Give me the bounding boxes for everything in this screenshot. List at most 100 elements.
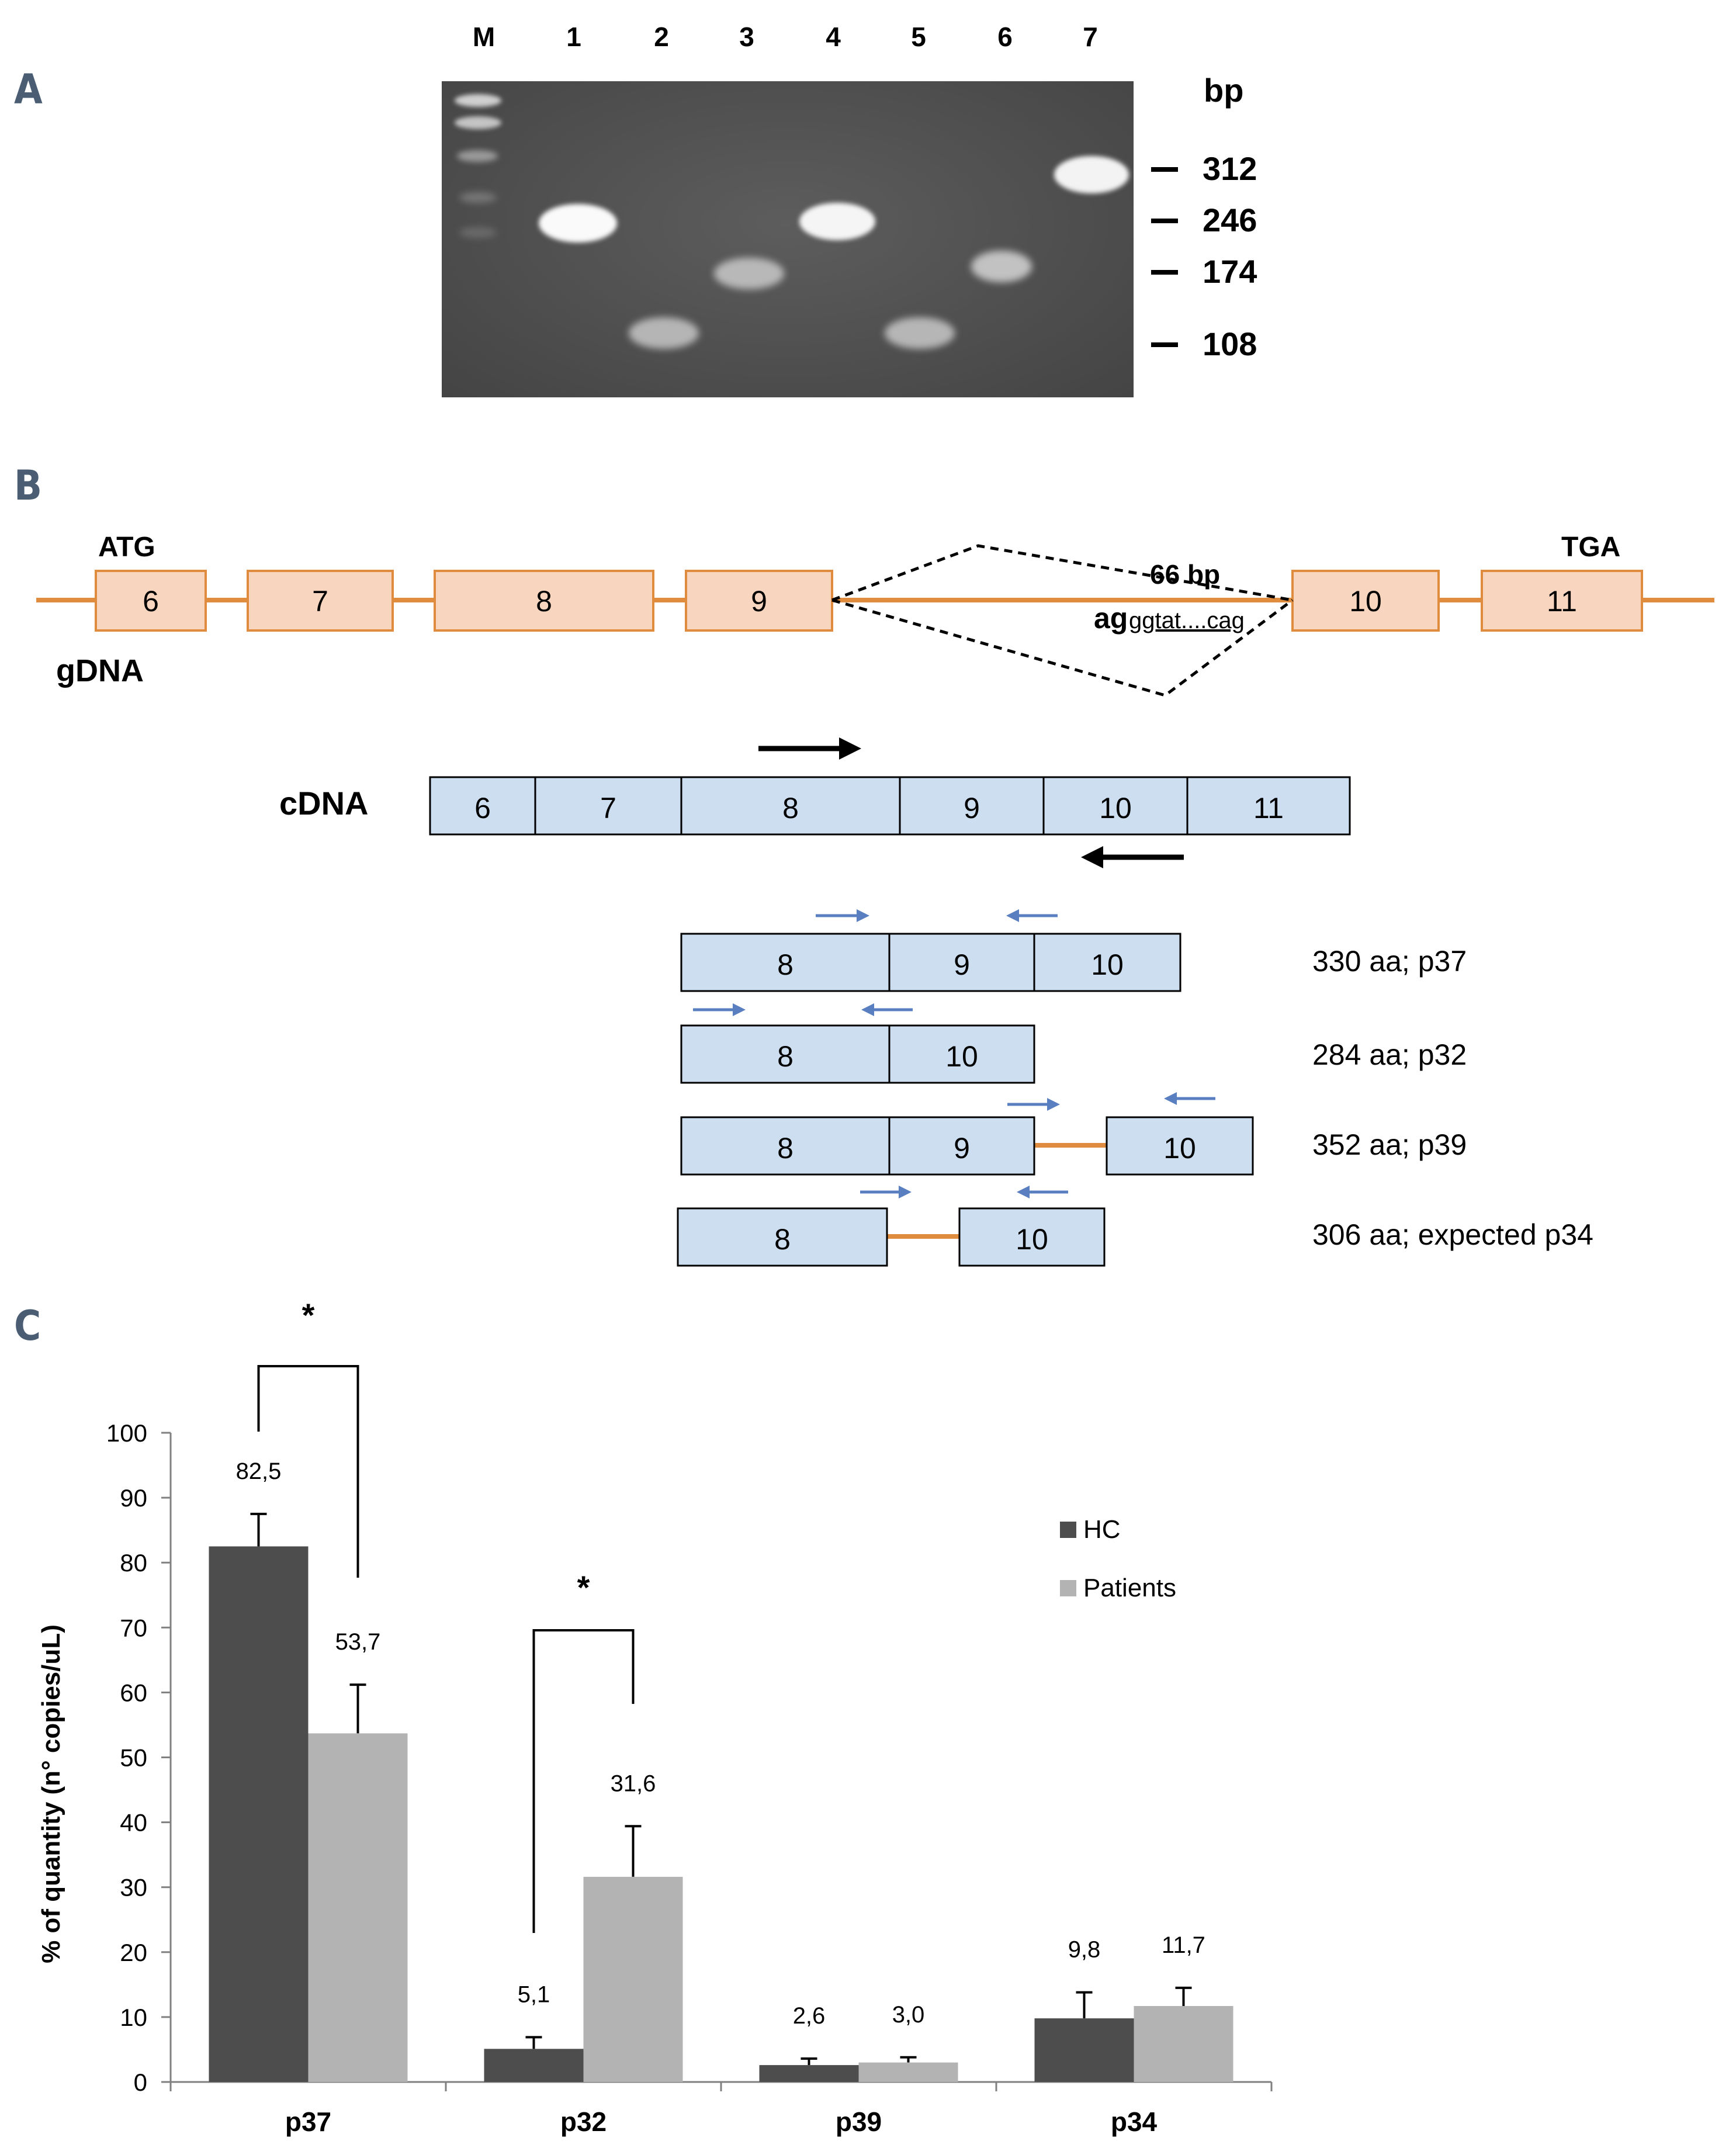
y-tick-label: 40 xyxy=(120,1809,147,1837)
gdna-exon-8: 8 xyxy=(434,570,654,632)
y-tick-label: 50 xyxy=(120,1744,147,1772)
legend-swatch-hc xyxy=(1060,1522,1076,1538)
splice-site-sequence: ggtat....cag xyxy=(1129,608,1245,633)
bar-patients-p37 xyxy=(308,1733,408,2082)
legend-label-patients: Patients xyxy=(1083,1574,1176,1602)
exon-box xyxy=(888,933,1035,992)
cdna-exon-7-label: 7 xyxy=(600,792,616,824)
gene-diagram: ATG TGA gDNA 6 7 8 9 10 11 66 bp ag ggta… xyxy=(36,532,1714,1267)
gel-band-lane-7 xyxy=(1054,156,1129,193)
bar-hc-p39 xyxy=(759,2065,859,2082)
x-tick-label: p39 xyxy=(836,2107,882,2137)
bp-label-312: 312 xyxy=(1203,150,1257,187)
gel-image xyxy=(442,81,1134,397)
exon-box xyxy=(1033,933,1181,992)
gdna-exon-9: 9 xyxy=(685,570,833,632)
cdna-exon-11-label: 11 xyxy=(1253,792,1284,824)
data-label: 5,1 xyxy=(518,1981,550,2007)
gdna-exon-6: 6 xyxy=(95,570,207,632)
exon-label: 9 xyxy=(954,1132,970,1165)
y-tick-label: 60 xyxy=(120,1679,147,1706)
significance-star: * xyxy=(577,1569,590,1606)
isoform-p39: 8 9 10 352 aa; p39 xyxy=(680,1092,1467,1176)
gdna-exon-6-label: 6 xyxy=(143,585,159,618)
isoform-label: 284 aa; p32 xyxy=(1312,1038,1467,1071)
exon-label: 8 xyxy=(777,1132,793,1165)
data-label: 82,5 xyxy=(236,1458,282,1484)
bp-tick-246 xyxy=(1151,219,1178,223)
gel-band-lane-2 xyxy=(629,317,699,349)
cdna-exon-8-box xyxy=(680,776,901,836)
significance-bracket xyxy=(257,1365,359,1578)
ladder-band xyxy=(459,192,497,203)
lane-label-6: 6 xyxy=(997,22,1013,52)
isoform-label: 306 aa; expected p34 xyxy=(1312,1218,1593,1251)
intron-size-label: 66 bp xyxy=(1150,559,1220,590)
gdna-exon-7-label: 7 xyxy=(312,585,328,618)
bar-chart: % of quantity (n° copies/uL) 0 10 20 30 40 50… xyxy=(37,1303,1273,2137)
x-tick-label: p32 xyxy=(560,2107,607,2137)
bp-label-174: 174 xyxy=(1203,253,1257,290)
cdna-label: cDNA xyxy=(279,785,368,822)
gel-band-lane-4 xyxy=(799,203,875,240)
exon-box xyxy=(888,1116,1035,1176)
isoform-p32: 8 10 284 aa; p32 xyxy=(680,1003,1467,1084)
bp-label-246: 246 xyxy=(1203,202,1257,238)
data-label: 11,7 xyxy=(1162,1932,1205,1958)
y-tick-label: 20 xyxy=(120,1939,147,1966)
bar-patients-p39 xyxy=(858,2062,958,2082)
data-label: 2,6 xyxy=(793,2003,826,2029)
lane-label-5: 5 xyxy=(911,22,926,52)
splice-dashed-lower xyxy=(831,598,1294,697)
atg-label: ATG xyxy=(98,532,155,563)
primer-arrowhead xyxy=(899,1186,912,1198)
x-tick-label: p34 xyxy=(1111,2107,1158,2137)
bar-hc-p37 xyxy=(209,1546,309,2082)
x-tick-label: p37 xyxy=(285,2107,331,2137)
exon-box xyxy=(680,933,890,992)
bp-tick-312 xyxy=(1151,167,1178,172)
lane-label-7: 7 xyxy=(1083,22,1098,52)
lane-label-3: 3 xyxy=(739,22,754,52)
exon-label: 10 xyxy=(1091,948,1124,981)
gdna-exon-7: 7 xyxy=(247,570,394,632)
primer-arrowhead xyxy=(1006,909,1019,922)
y-tick-label: 80 xyxy=(120,1549,147,1577)
splice-dashed-upper xyxy=(831,544,1293,602)
cdna-exon-11-box xyxy=(1186,776,1351,836)
bar-patients-p34 xyxy=(1134,2006,1233,2082)
data-label: 31,6 xyxy=(611,1771,656,1796)
exon-label: 8 xyxy=(777,1040,793,1073)
isoform-p37: 8 9 10 330 aa; p37 xyxy=(680,909,1467,992)
cdna-exon-6-label: 6 xyxy=(474,792,491,824)
gdna-exon-10: 10 xyxy=(1291,570,1440,632)
gel-band-lane-3 xyxy=(714,258,784,289)
lane-label-2: 2 xyxy=(654,22,669,52)
gdna-exon-11-label: 11 xyxy=(1547,585,1577,618)
ladder-band xyxy=(455,94,501,107)
y-tick-label: 100 xyxy=(106,1419,147,1447)
reverse-primer-arrowhead xyxy=(1081,846,1103,868)
data-label: 53,7 xyxy=(335,1629,381,1655)
exon-box xyxy=(888,1024,1035,1084)
y-tick-label: 10 xyxy=(120,2004,147,2031)
lane-label-4: 4 xyxy=(826,22,841,52)
gel-band-lane-6 xyxy=(971,251,1032,282)
bp-tick-174 xyxy=(1151,270,1178,275)
primer-arrowhead xyxy=(1164,1092,1177,1105)
exon-box xyxy=(680,1116,890,1176)
legend-swatch-patients xyxy=(1060,1580,1076,1596)
y-tick-label: 90 xyxy=(120,1484,147,1512)
panel-b-letter: B xyxy=(14,462,42,510)
panel-c-letter: C xyxy=(14,1302,41,1350)
significance-star: * xyxy=(302,1303,315,1333)
ladder-band xyxy=(459,227,497,238)
exon-label: 10 xyxy=(1016,1223,1048,1256)
y-tick-label: 70 xyxy=(120,1614,147,1641)
lane-label-1: 1 xyxy=(566,22,581,52)
bp-tick-108 xyxy=(1151,342,1178,347)
ladder-band xyxy=(457,150,498,162)
significance-bracket xyxy=(532,1629,635,1933)
forward-primer-arrowhead xyxy=(839,737,861,760)
primer-arrowhead xyxy=(1047,1098,1060,1111)
